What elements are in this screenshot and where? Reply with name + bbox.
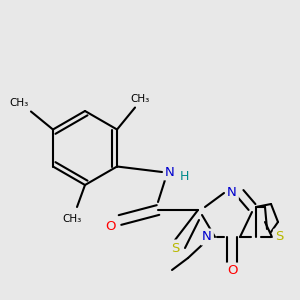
Text: N: N	[202, 230, 212, 244]
Text: O: O	[227, 265, 237, 278]
Text: N: N	[165, 166, 175, 178]
Text: N: N	[227, 187, 237, 200]
Text: H: H	[179, 169, 189, 182]
Text: S: S	[275, 230, 283, 244]
Text: O: O	[105, 220, 115, 232]
Text: CH₃: CH₃	[62, 214, 82, 224]
Text: CH₃: CH₃	[130, 94, 150, 104]
Text: S: S	[171, 242, 179, 254]
Text: CH₃: CH₃	[9, 98, 28, 109]
